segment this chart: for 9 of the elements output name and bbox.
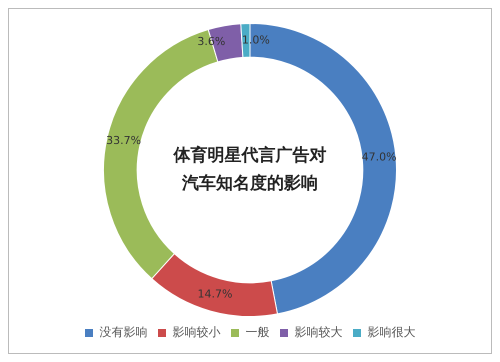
- data-label: 14.7%: [198, 288, 232, 301]
- legend-label: 没有影响: [100, 325, 148, 340]
- legend-label: 影响较大: [294, 325, 342, 340]
- legend-label: 影响较小: [172, 325, 220, 340]
- data-label: 3.6%: [197, 35, 226, 48]
- legend-label: 一般: [246, 325, 270, 340]
- text: 体育明星代言广告对汽车知名度的影响: [172, 144, 326, 194]
- legend-label: 影响很大: [368, 325, 416, 340]
- data-label: 33.7%: [106, 134, 142, 148]
